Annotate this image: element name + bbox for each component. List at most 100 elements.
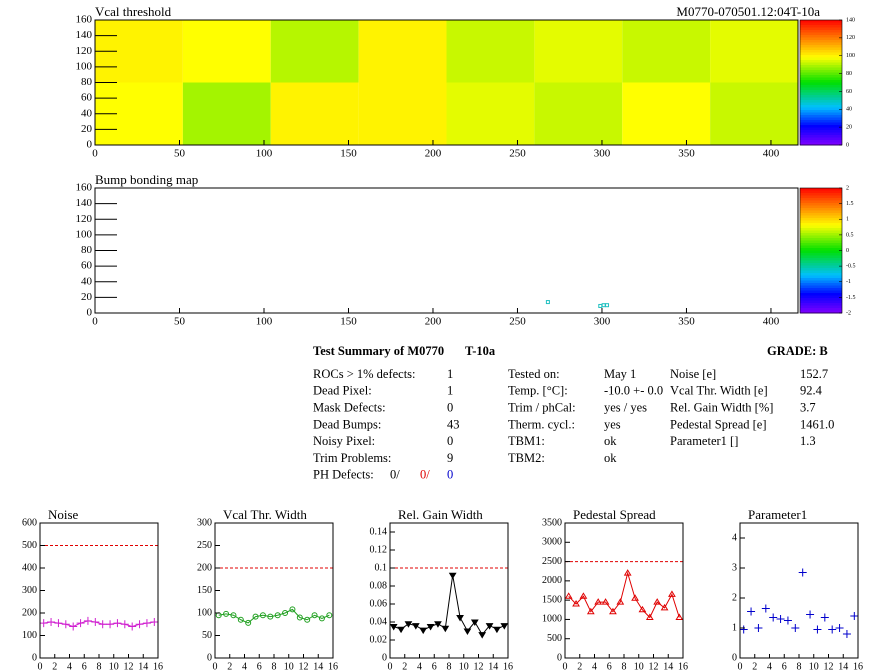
palette-band <box>800 37 842 41</box>
summary-value: ok <box>604 434 617 448</box>
summary-value: 3.7 <box>800 400 816 414</box>
marker <box>456 615 464 622</box>
palette-band <box>800 82 842 86</box>
x-tick-label: 8 <box>797 661 802 672</box>
y-tick-label: 100 <box>76 60 93 72</box>
summary-label: Rel. Gain Width [%] <box>670 400 773 414</box>
marker <box>120 620 129 629</box>
palette-band <box>800 92 842 96</box>
palette-tick-label: 1 <box>846 217 849 223</box>
x-tick-label: 2 <box>577 661 582 672</box>
x-tick-label: 350 <box>678 316 695 328</box>
palette-band <box>800 305 842 309</box>
palette-band <box>800 42 842 46</box>
heatmap-cell <box>182 82 271 145</box>
marker <box>616 598 625 605</box>
palette-frame <box>799 19 843 146</box>
summary-value: 1461.0 <box>800 417 834 431</box>
x-tick-label: 2 <box>52 661 57 672</box>
marker <box>397 626 405 634</box>
y-tick-label: 0 <box>732 652 737 663</box>
x-tick-label: 4 <box>592 661 597 672</box>
palette-band <box>800 213 842 216</box>
x-tick-label: 250 <box>509 148 526 160</box>
heatmap-cell <box>270 20 359 83</box>
palette-band <box>800 310 842 314</box>
x-tick-label: 8 <box>447 661 452 672</box>
palette-band <box>800 290 842 294</box>
y-tick-label: 100 <box>197 607 212 618</box>
plot: 00.020.040.060.080.10.120.140 2 4 6 8 10 12 14 1… <box>370 507 514 672</box>
frame <box>564 522 684 659</box>
chart-title: Vcal Thr. Width <box>223 507 307 522</box>
palette-band <box>800 233 842 236</box>
summary-value: 0 <box>447 468 453 482</box>
palette-band <box>800 235 842 239</box>
palette-band <box>800 295 842 299</box>
palette-band <box>800 220 842 224</box>
summary-value: 1.3 <box>800 434 816 448</box>
y-tick-label: 100 <box>22 630 37 641</box>
palette-band <box>800 203 842 206</box>
x-tick-label: 300 <box>594 148 611 160</box>
y-tick-label: 0 <box>87 139 93 151</box>
series-line <box>218 608 330 624</box>
series-line <box>393 575 505 636</box>
heatmap-cell <box>622 82 711 145</box>
palette-band <box>800 215 842 219</box>
heatmap-cell <box>182 20 271 83</box>
x-tick-label: 4 <box>417 661 422 672</box>
x-tick-label: 400 <box>763 316 780 328</box>
marker <box>500 623 509 630</box>
summary-label: TBM2: <box>508 451 545 465</box>
summary-value: yes <box>604 417 621 431</box>
y-tick-label: 0 <box>87 307 93 319</box>
x-tick-label: 14 <box>488 661 498 672</box>
palette-tick-label: 0 <box>846 142 849 148</box>
y-tick-label: 500 <box>22 540 37 551</box>
x-tick-label: 0 <box>38 661 43 672</box>
x-tick-label: 4 <box>67 661 72 672</box>
palette-band <box>800 47 842 51</box>
marker <box>813 625 822 634</box>
palette-band <box>800 85 842 88</box>
y-tick-label: 300 <box>22 585 37 596</box>
frame <box>389 522 509 659</box>
marker <box>404 621 413 628</box>
x-tick-label: 100 <box>256 316 273 328</box>
palette-band <box>800 112 842 116</box>
x-tick-label: 50 <box>174 316 186 328</box>
marker <box>493 626 501 634</box>
marker <box>828 625 837 634</box>
palette-band <box>800 275 842 279</box>
y-tick-label: 0 <box>32 652 37 663</box>
x-tick-label: 400 <box>763 148 780 160</box>
chart-title: Rel. Gain Width <box>398 507 483 522</box>
palette-band <box>800 268 842 271</box>
y-tick-label: 0 <box>207 652 212 663</box>
marker <box>91 618 100 626</box>
palette-band <box>800 278 842 281</box>
y-tick-label: 600 <box>22 517 37 528</box>
palette-band <box>800 77 842 81</box>
x-tick-label: 8 <box>97 661 102 672</box>
palette-band <box>800 110 842 113</box>
marker <box>835 624 844 632</box>
marker <box>594 598 603 605</box>
palette-band <box>800 250 842 254</box>
summary-label: Parameter1 [] <box>670 434 738 448</box>
palette-band <box>800 30 842 33</box>
palette-band <box>800 72 842 76</box>
y-tick-label: 140 <box>76 29 93 41</box>
frame <box>39 522 159 659</box>
palette-tick-label: -0.5 <box>846 264 856 270</box>
frame <box>94 187 799 314</box>
marker <box>842 630 851 638</box>
x-tick-label: 10 <box>459 661 469 672</box>
summary-label: PH Defects: <box>313 468 374 482</box>
palette-band <box>800 132 842 136</box>
summary-label: Tested on: <box>508 367 560 381</box>
x-tick-label: 4 <box>767 661 772 672</box>
